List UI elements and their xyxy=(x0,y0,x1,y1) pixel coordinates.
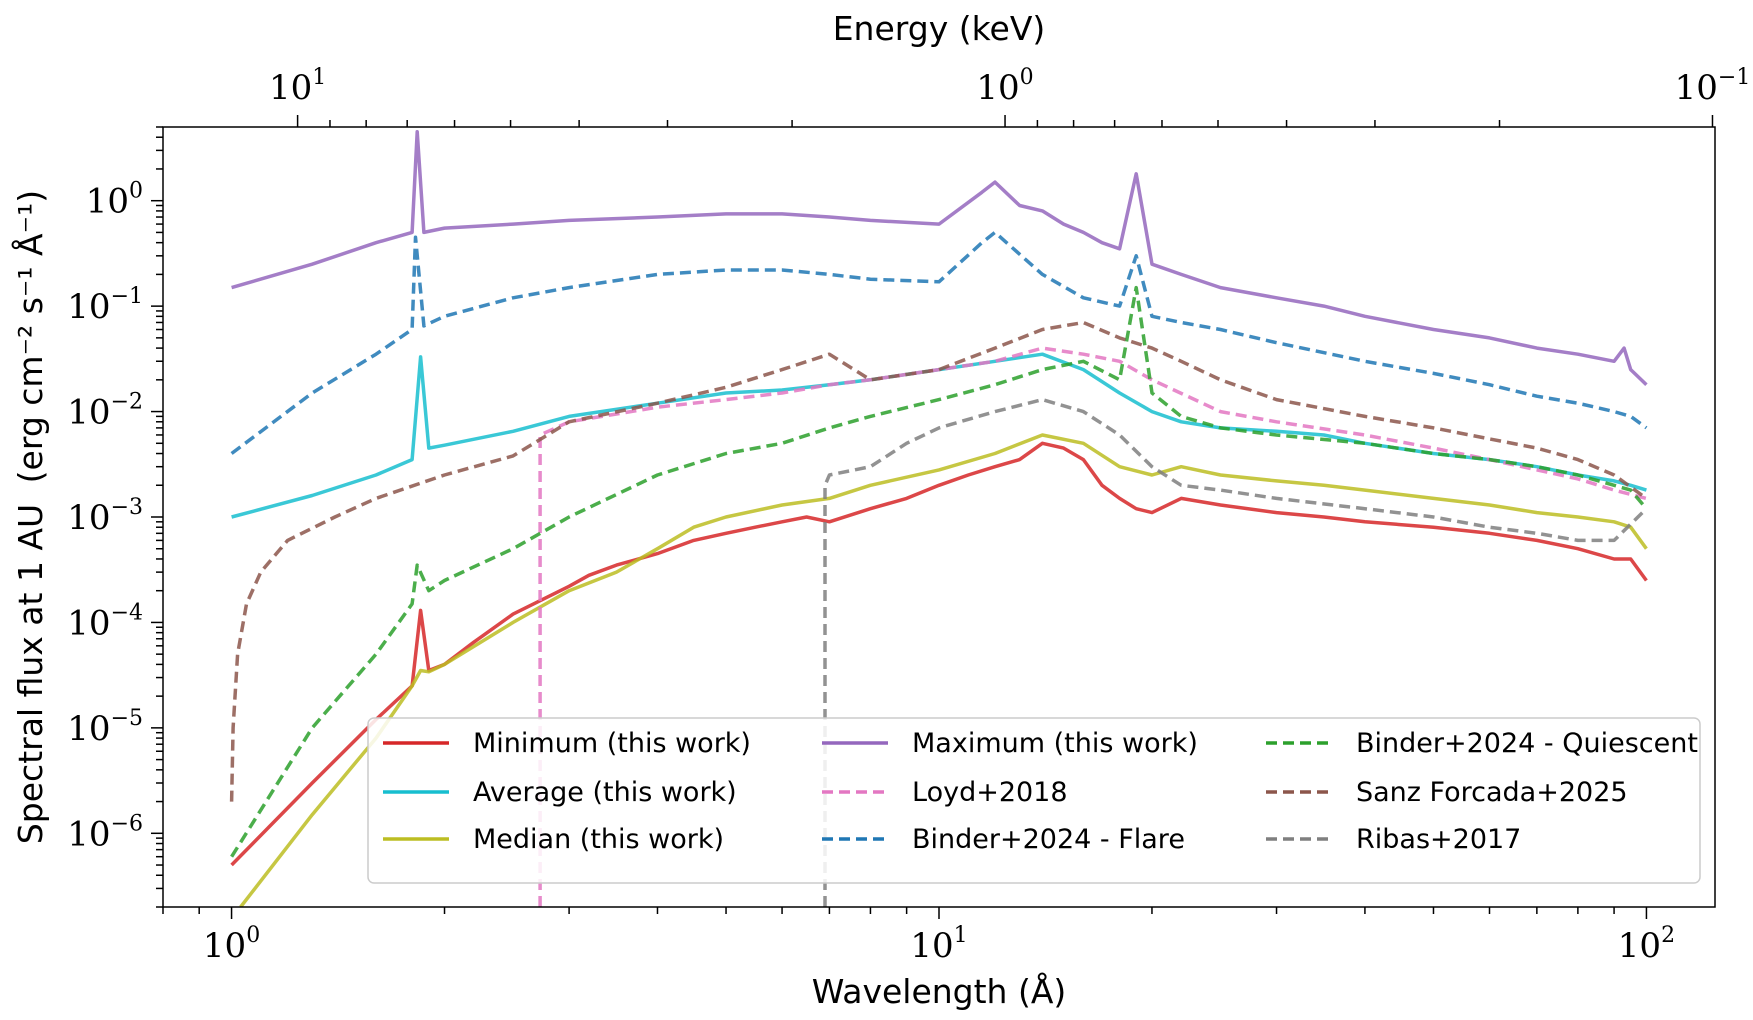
y-tick-label: 10−6 xyxy=(67,811,143,854)
legend-label-loyd-2018: Loyd+2018 xyxy=(912,777,1068,808)
top-tick-label: 101 xyxy=(269,65,326,108)
y-tick-label: 10−1 xyxy=(67,284,143,327)
top-axis-title: Energy (keV) xyxy=(833,9,1046,48)
legend: Minimum (this work) Average (this work) Me… xyxy=(367,717,1701,884)
ticks-layer: 100 101 102 10−6 10−5 10−4 10−3 10−2 10−1 100 101 1… xyxy=(67,65,1750,966)
top-tick-label: 10−1 xyxy=(1675,65,1751,108)
legend-label-binder-2024-quiescent: Binder+2024 - Quiescent xyxy=(1356,728,1698,759)
legend-label-minimum-this-work: Minimum (this work) xyxy=(473,728,751,759)
y-axis-title-main: Spectral flux at 1 AU xyxy=(11,504,50,844)
y-tick-label: 10−5 xyxy=(67,706,143,749)
series-line-binder-2024-quiescent xyxy=(230,285,1648,858)
series-line-average-this-work xyxy=(231,352,1647,519)
x-tick-label: 102 xyxy=(1618,923,1675,966)
series-line-loyd-2018 xyxy=(538,346,1647,907)
x-tick-label: 100 xyxy=(203,923,260,966)
x-axis-title: Wavelength (Å) xyxy=(812,971,1067,1011)
legend-label-maximum-this-work: Maximum (this work) xyxy=(912,728,1198,759)
y-tick-label: 10−4 xyxy=(67,600,143,643)
legend-label-ribas-2017: Ribas+2017 xyxy=(1356,824,1521,855)
series-line-ribas-2017 xyxy=(823,397,1648,907)
x-tick-label: 101 xyxy=(910,923,967,966)
y-tick-label: 100 xyxy=(86,179,143,222)
series-layer xyxy=(229,130,1648,907)
legend-label-sanz-forcada-2025: Sanz Forcada+2025 xyxy=(1356,777,1628,808)
legend-box xyxy=(367,717,1701,884)
legend-label-average-this-work: Average (this work) xyxy=(473,777,737,808)
series-line-minimum-this-work xyxy=(230,441,1648,867)
top-tick-label: 100 xyxy=(976,65,1033,108)
y-tick-label: 10−2 xyxy=(67,390,143,433)
y-axis-title: Spectral flux at 1 AU (erg cm⁻² s⁻¹ Å⁻¹) xyxy=(10,190,50,844)
legend-label-binder-2024-flare: Binder+2024 - Flare xyxy=(912,824,1185,855)
legend-label-median-this-work: Median (this work) xyxy=(473,824,724,855)
y-axis-title-units: (erg cm⁻² s⁻¹ Å⁻¹) xyxy=(10,190,50,483)
series-line-median-this-work xyxy=(239,433,1648,907)
series-line-maximum-this-work xyxy=(231,130,1648,386)
y-tick-label: 10−3 xyxy=(67,495,143,538)
series-line-binder-2024-flare xyxy=(230,230,1648,455)
